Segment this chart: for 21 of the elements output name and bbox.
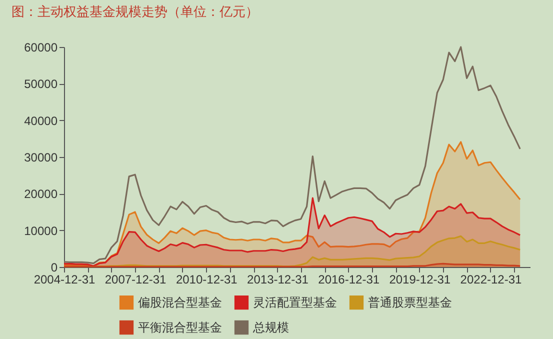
- y-tick-label: 60000: [24, 40, 58, 54]
- legend-label: 普通股票型基金: [368, 296, 452, 310]
- legend-label: 总规模: [252, 320, 289, 334]
- x-tick-label: 2010-12-31: [176, 272, 238, 286]
- y-tick-label: 50000: [24, 77, 58, 92]
- y-tick-label: 0: [50, 260, 58, 274]
- x-tick-label: 2004-12-31: [34, 272, 96, 286]
- x-tick-label: 2007-12-31: [104, 272, 167, 286]
- y-tick-label: 10000: [24, 224, 58, 238]
- x-tick-label: 2022-12-31: [460, 272, 522, 286]
- line-series: [63, 46, 521, 264]
- y-tick-label: 30000: [24, 150, 58, 164]
- x-tick-label: 2019-12-31: [389, 272, 451, 286]
- y-tick-label: 20000: [24, 187, 58, 202]
- x-tick-label: 2016-12-31: [318, 272, 380, 286]
- legend-label: 偏股混合型基金: [138, 296, 222, 310]
- y-tick-label: 40000: [24, 114, 58, 128]
- chart-title: 图：主动权益基金规模走势（单位：亿元）: [12, 4, 259, 19]
- legend-label: 平衡混合型基金: [138, 320, 222, 334]
- x-tick-label: 2013-12-31: [247, 272, 309, 286]
- legend-label: 灵活配置型基金: [253, 296, 337, 310]
